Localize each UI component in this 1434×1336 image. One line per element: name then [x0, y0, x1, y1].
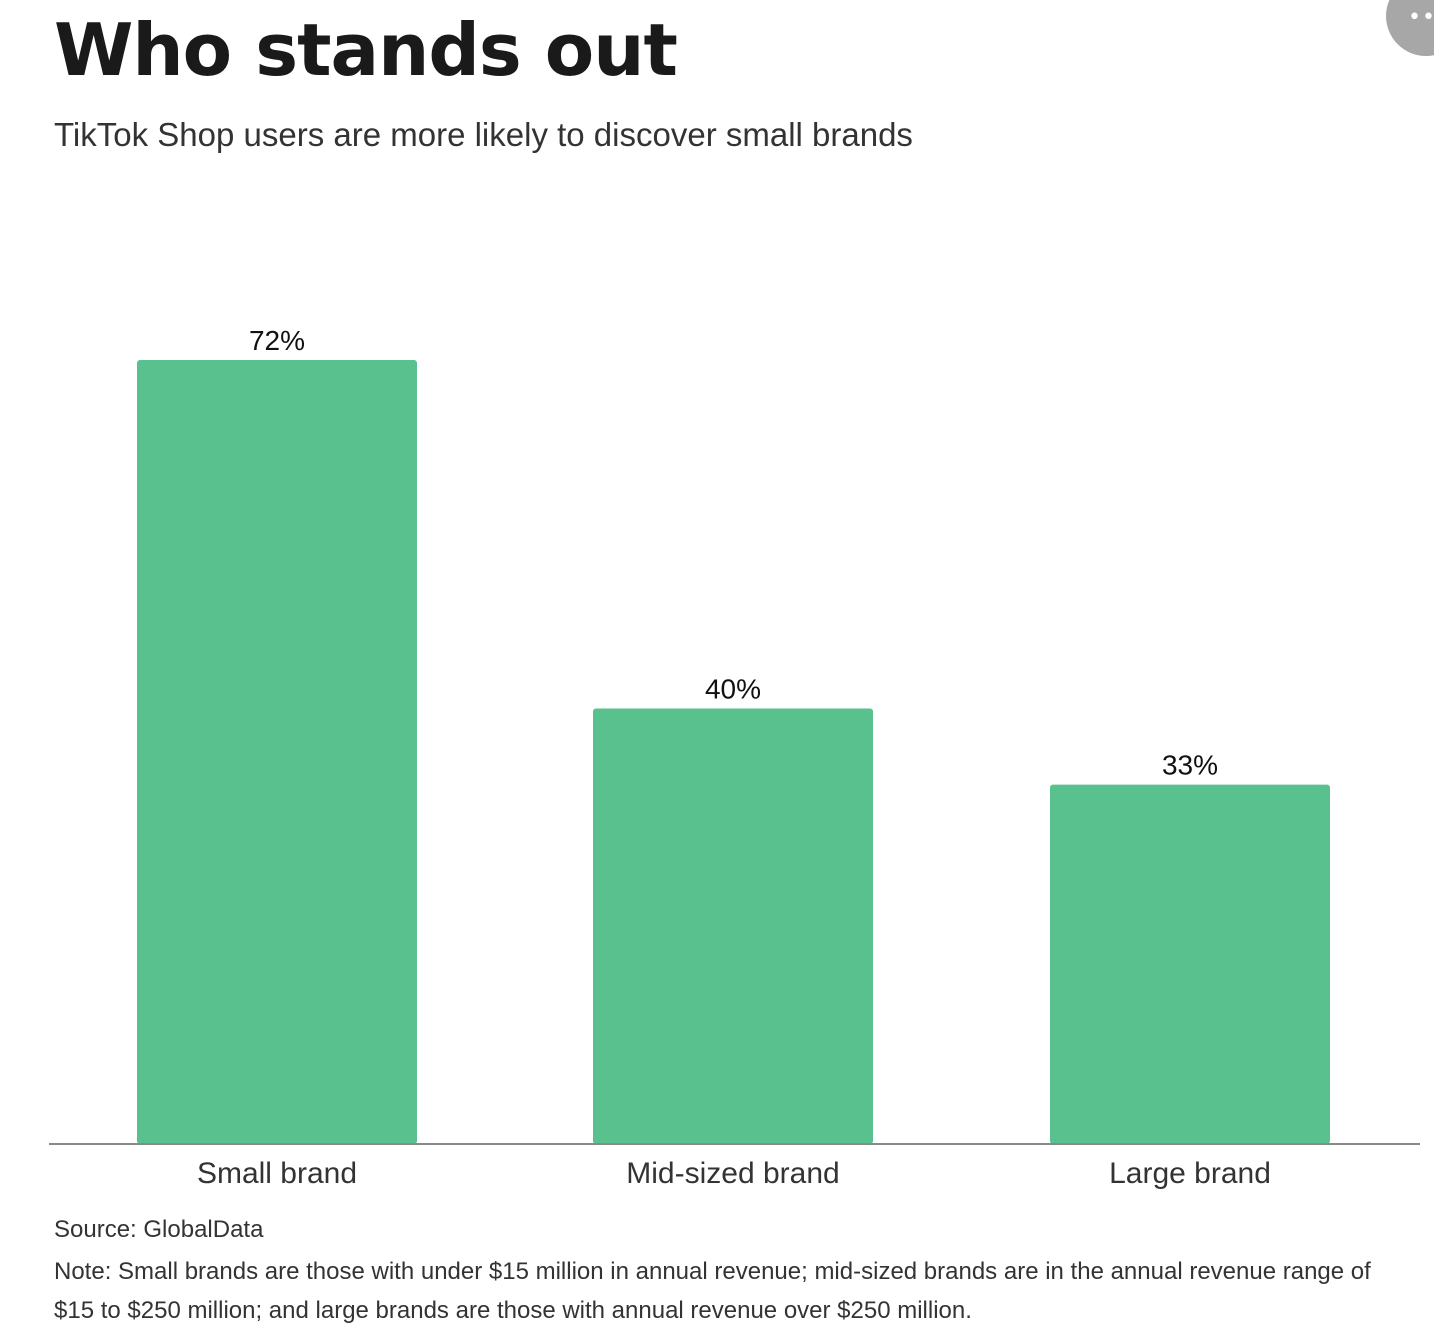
bar-mid-sized-brand: [593, 708, 873, 1144]
labels-layer: 72% Small brand 40% Mid-sized brand 33% Large…: [197, 325, 1271, 1190]
data-label: 40%: [705, 673, 761, 704]
x-tick-label: Large brand: [1109, 1157, 1271, 1190]
bar-chart: 72% Small brand 40% Mid-sized brand 33% Large…: [49, 325, 1420, 1190]
more-horizontal-icon: •••: [1408, 5, 1434, 30]
chart-subtitle: TikTok Shop users are more likely to dis…: [54, 116, 913, 153]
footnote: Note: Small brands are those with under …: [54, 1258, 1371, 1324]
bars-layer: [137, 360, 1330, 1144]
x-tick-label: Mid-sized brand: [626, 1157, 839, 1190]
data-label: 33%: [1162, 750, 1218, 781]
x-tick-label: Small brand: [197, 1157, 357, 1190]
chart-title: Who stands out: [54, 8, 678, 92]
source-note: Source: GlobalData: [54, 1216, 264, 1243]
bar-large-brand: [1050, 784, 1330, 1144]
data-label: 72%: [249, 325, 305, 356]
bar-small-brand: [137, 360, 417, 1144]
